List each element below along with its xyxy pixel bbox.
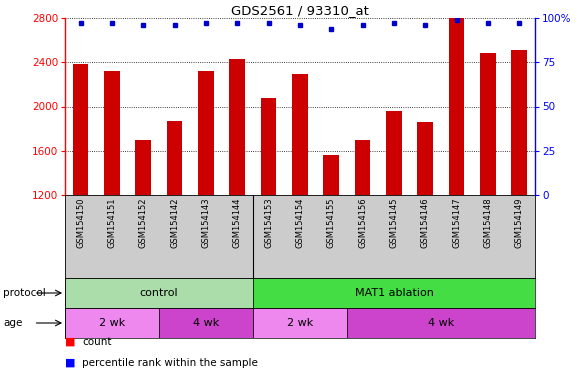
Bar (104, 71, 120, 195)
Bar (386, 111, 402, 195)
Text: protocol: protocol (3, 288, 46, 298)
Text: 4 wk: 4 wk (193, 318, 219, 328)
Text: MAT1 ablation: MAT1 ablation (354, 288, 433, 298)
Text: 2 wk: 2 wk (287, 318, 313, 328)
Bar (292, 74, 308, 195)
Bar (253, 278, 535, 308)
Text: GSM154151: GSM154151 (107, 197, 117, 248)
Bar (253, 308, 347, 338)
Bar (347, 308, 535, 338)
Text: GSM154156: GSM154156 (358, 197, 367, 248)
Text: age: age (3, 318, 22, 328)
Bar (167, 121, 183, 195)
Text: percentile rank within the sample: percentile rank within the sample (82, 358, 258, 368)
Bar (159, 308, 253, 338)
Text: GSM154150: GSM154150 (76, 197, 85, 248)
Text: GSM154146: GSM154146 (421, 197, 430, 248)
Text: GSM154142: GSM154142 (170, 197, 179, 248)
Text: control: control (140, 288, 178, 298)
Text: GSM154143: GSM154143 (201, 197, 211, 248)
Text: GSM154152: GSM154152 (139, 197, 148, 248)
Text: GSM154153: GSM154153 (264, 197, 273, 248)
Bar (65, 278, 253, 308)
Bar (418, 122, 433, 195)
Bar (480, 53, 496, 195)
Text: 2 wk: 2 wk (99, 318, 125, 328)
Bar (449, 18, 465, 195)
Text: GSM154144: GSM154144 (233, 197, 242, 248)
Text: GSM154147: GSM154147 (452, 197, 461, 248)
Bar (261, 98, 277, 195)
Bar (230, 59, 245, 195)
Text: GSM154145: GSM154145 (390, 197, 398, 248)
Bar (65, 308, 159, 338)
Bar (324, 155, 339, 195)
Text: 4 wk: 4 wk (428, 318, 454, 328)
Bar (198, 71, 214, 195)
Title: GDS2561 / 93310_at: GDS2561 / 93310_at (231, 4, 369, 17)
Bar (136, 140, 151, 195)
Bar (512, 50, 527, 195)
Bar (73, 65, 89, 195)
Text: count: count (82, 337, 112, 347)
Bar (355, 140, 371, 195)
Text: ■: ■ (65, 337, 75, 347)
Text: GSM154148: GSM154148 (484, 197, 492, 248)
Text: GSM154154: GSM154154 (295, 197, 305, 248)
Text: ■: ■ (65, 358, 75, 368)
Text: GSM154149: GSM154149 (515, 197, 524, 248)
Text: GSM154155: GSM154155 (327, 197, 336, 248)
